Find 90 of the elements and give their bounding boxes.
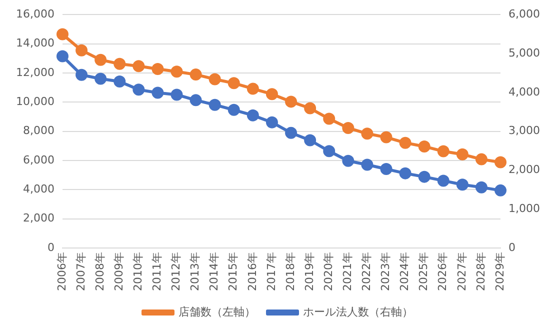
point [94, 72, 107, 85]
point [208, 98, 221, 111]
x-tick-label: 2026年 [436, 252, 450, 292]
legend-label: ホール法人数（右軸） [303, 305, 413, 318]
point [152, 63, 164, 76]
x-tick-label: 2008年 [93, 252, 106, 292]
x-tick-label: 2009年 [112, 252, 126, 292]
x-tick-label: 2012年 [170, 252, 183, 292]
x-tick-label: 2024年 [398, 252, 412, 292]
point [342, 122, 354, 134]
legend-label: 店舗数（左軸） [178, 305, 256, 318]
point [323, 145, 336, 158]
point [266, 116, 278, 128]
x-tick-label: 2020年 [322, 252, 335, 292]
point [132, 84, 145, 96]
point [228, 104, 240, 116]
point [246, 82, 259, 95]
point [56, 28, 68, 40]
x-tick-label: 2018年 [284, 252, 297, 292]
x-tick-label: 2006年 [55, 252, 68, 292]
y2-tick-label: 2,000 [508, 163, 540, 176]
y-tick-label: 10,000 [16, 94, 54, 108]
y2-tick-label: 3,000 [508, 124, 540, 138]
y-tick-label: 4,000 [22, 182, 54, 196]
y2-tick-label: 5,000 [508, 46, 540, 60]
x-tick-label: 2029年 [493, 252, 506, 292]
point [285, 126, 298, 139]
point [246, 109, 259, 122]
point [475, 181, 488, 194]
point [114, 76, 126, 88]
point [228, 77, 240, 90]
x-tick-label: 2022年 [360, 252, 374, 292]
point [94, 54, 107, 66]
point [456, 148, 468, 160]
point [437, 145, 450, 158]
point [437, 174, 450, 187]
x-tick-label: 2025年 [417, 252, 430, 292]
y2-tick-label: 1,000 [508, 202, 540, 215]
x-tick-label: 2007年 [74, 252, 88, 292]
y2-tick-label: 0 [508, 240, 516, 254]
x-tick-label: 2014年 [208, 252, 221, 292]
point [304, 134, 316, 146]
point [494, 156, 507, 168]
y-tick-label: 14,000 [16, 36, 54, 50]
point [304, 102, 316, 114]
point [170, 88, 183, 101]
point [399, 167, 412, 180]
y-tick-label: 16,000 [16, 7, 54, 20]
point [76, 44, 88, 56]
point [266, 88, 278, 100]
point [323, 112, 336, 125]
x-tick-label: 2027年 [455, 252, 468, 292]
point [170, 66, 183, 78]
point [285, 96, 298, 108]
y2-tick-label: 4,000 [508, 85, 540, 98]
x-tick-label: 2028年 [474, 252, 488, 292]
point [190, 68, 202, 81]
point [56, 50, 68, 62]
y2-tick-label: 6,000 [508, 7, 540, 20]
x-tick-label: 2011年 [150, 252, 164, 292]
point [380, 163, 392, 176]
point [475, 153, 488, 166]
point [190, 94, 202, 106]
point [380, 131, 392, 144]
y-tick-label: 8,000 [22, 124, 54, 138]
x-tick-label: 2015年 [226, 252, 240, 292]
y-tick-label: 2,000 [22, 212, 54, 225]
y-tick-label: 6,000 [22, 153, 54, 166]
point [342, 154, 354, 167]
y-tick-label: 0 [47, 240, 54, 254]
y-tick-label: 12,000 [16, 66, 54, 79]
point [399, 136, 412, 149]
point [361, 158, 374, 171]
point [152, 86, 164, 99]
point [208, 73, 221, 86]
point [132, 60, 145, 72]
x-tick-label: 2013年 [188, 252, 202, 292]
point [494, 184, 507, 196]
x-tick-label: 2017年 [264, 252, 278, 292]
x-tick-label: 2019年 [302, 252, 316, 292]
point [361, 128, 374, 140]
point [418, 140, 430, 152]
x-tick-label: 2021年 [341, 252, 354, 292]
point [418, 170, 430, 183]
x-tick-label: 2023年 [379, 252, 392, 292]
point [76, 68, 88, 81]
x-tick-label: 2016年 [246, 252, 259, 292]
x-tick-label: 2010年 [132, 252, 145, 292]
point [114, 58, 126, 70]
point [456, 178, 468, 191]
